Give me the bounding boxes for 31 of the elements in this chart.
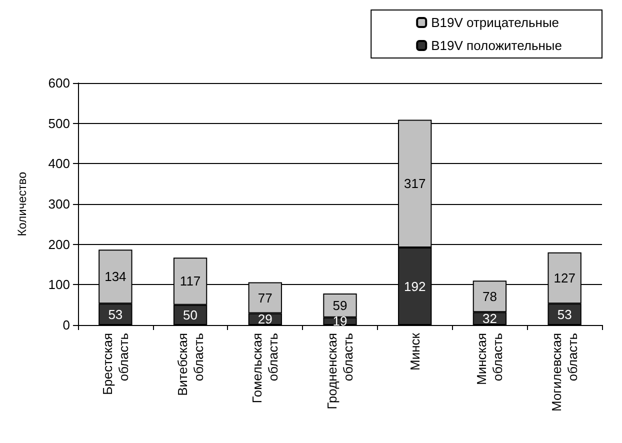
data-label: 50: [183, 307, 198, 322]
x-tick-label: Могилевская область: [549, 332, 580, 412]
data-label: 117: [180, 274, 201, 289]
y-tick-label: 600: [48, 76, 70, 90]
data-label: 59: [332, 298, 348, 313]
y-tick-label: 0: [62, 318, 70, 332]
data-label: 317: [404, 176, 426, 192]
y-tick-label: 100: [48, 277, 70, 292]
x-tick-label: Гродненская область: [324, 332, 356, 410]
x-tick-label: Гомельская область: [250, 332, 281, 404]
legend-label: B19V положительные: [431, 38, 562, 53]
data-label: 192: [404, 278, 426, 294]
x-tick-label: Витебская область: [174, 332, 206, 396]
y-axis-title: Количество: [15, 171, 29, 236]
data-label: 53: [108, 306, 123, 322]
y-tick-label: 400: [48, 156, 70, 172]
x-tick-label: Минская область: [474, 332, 506, 386]
x-tick-label: Брестская область: [100, 332, 131, 396]
legend-label: B19V отрицательные: [431, 15, 560, 30]
data-label: 53: [557, 306, 572, 322]
data-label: 29: [258, 312, 272, 327]
y-tick-label: 300: [48, 196, 70, 212]
data-label: 127: [554, 270, 576, 286]
data-label: 77: [258, 290, 272, 306]
data-label: 134: [104, 269, 126, 284]
x-tick-label: Минск: [407, 332, 422, 370]
y-tick-label: 200: [48, 236, 70, 252]
data-label: 78: [482, 288, 497, 304]
data-label: 19: [332, 314, 348, 329]
data-label: 32: [482, 311, 497, 326]
y-tick-label: 500: [48, 116, 70, 131]
